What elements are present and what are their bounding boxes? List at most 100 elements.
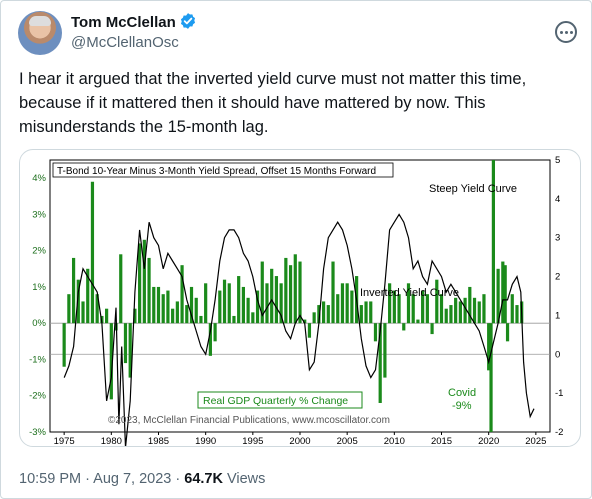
x-tick-label: 2005 — [337, 436, 358, 446]
gdp-bar — [411, 294, 415, 324]
gdp-bar — [430, 323, 434, 335]
x-tick-label: 1975 — [54, 436, 75, 446]
left-tick-label: -1% — [29, 354, 46, 365]
gdp-bar — [496, 268, 500, 324]
gdp-bar — [180, 265, 184, 324]
gdp-bar — [123, 323, 128, 364]
gdp-bar — [237, 276, 241, 324]
x-tick-label: 1980 — [101, 436, 122, 446]
x-tick-label: 2020 — [478, 436, 499, 446]
more-options-icon[interactable] — [555, 21, 577, 43]
gdp-bar — [246, 297, 250, 324]
gdp-bar — [147, 257, 151, 324]
gdp-bar — [378, 323, 382, 403]
gdp-bar — [265, 283, 269, 324]
gdp-bar — [62, 323, 66, 367]
gdp-bar — [161, 294, 165, 324]
gdp-label: Real GDP Quarterly % Change — [203, 395, 348, 407]
gdp-bar — [189, 286, 194, 324]
gdp-bar — [477, 301, 481, 324]
gdp-bar — [369, 301, 373, 324]
x-tick-label: 2010 — [384, 436, 405, 446]
gdp-bar — [232, 315, 236, 324]
gdp-bar — [138, 243, 142, 324]
gdp-bar — [487, 323, 491, 371]
gdp-bar — [227, 283, 231, 324]
gdp-bar — [406, 283, 411, 324]
gdp-bar — [435, 279, 439, 324]
gdp-bar — [307, 323, 312, 338]
gdp-label-box — [197, 391, 363, 409]
gdp-bar — [359, 305, 363, 324]
gdp-bar — [213, 323, 217, 342]
annotation-steep: Steep Yield Curve — [429, 183, 517, 195]
gdp-bar — [331, 261, 335, 324]
gdp-bar — [293, 254, 297, 324]
gdp-bar — [425, 294, 429, 324]
right-tick-label: 2 — [555, 272, 560, 283]
gdp-bar — [491, 160, 495, 324]
gdp-bar — [270, 268, 274, 324]
right-tick-label: 1 — [555, 310, 560, 321]
gdp-bar — [345, 283, 349, 324]
yield-curve-chart: 1975 1980 1985 1990 1995 2000 2005 2010 2015 2020… — [29, 155, 563, 446]
gdp-bar — [482, 294, 486, 324]
x-tick-label: 1990 — [195, 436, 216, 446]
right-tick-label: 0 — [555, 349, 560, 360]
left-tick-label: 1% — [32, 282, 46, 293]
gdp-bar — [288, 265, 293, 324]
gdp-bar — [279, 283, 283, 324]
right-tick-label: -1 — [555, 388, 563, 399]
gdp-bar — [336, 294, 340, 324]
timestamp[interactable]: 10:59 PM · Aug 7, 2023 · — [19, 471, 185, 487]
avatar-hair — [29, 16, 51, 26]
gdp-bar — [284, 257, 288, 324]
tweet-footer: 10:59 PM · Aug 7, 2023 · 64.7K Views — [19, 471, 265, 487]
gdp-bar — [255, 290, 260, 324]
gdp-bar — [489, 323, 493, 432]
gdp-bar — [133, 308, 137, 324]
covid-value: -9% — [452, 400, 472, 412]
gdp-bar — [416, 319, 420, 324]
avatar[interactable] — [18, 11, 62, 55]
gdp-bar — [298, 261, 302, 324]
gdp-bar — [340, 283, 345, 324]
gdp-bar — [364, 301, 368, 324]
gdp-bar — [463, 297, 467, 324]
gdp-bar — [468, 286, 472, 324]
copyright: ©2023, McClellan Financial Publications,… — [108, 415, 390, 426]
gdp-bar — [388, 283, 392, 324]
gdp-bar — [326, 305, 330, 324]
verified-badge-icon — [180, 13, 196, 29]
gdp-bar — [166, 290, 170, 324]
chart-image[interactable]: 1975 1980 1985 1990 1995 2000 2005 2010 2015 2020… — [19, 149, 581, 447]
dot — [560, 31, 563, 34]
gdp-bar — [449, 305, 453, 324]
x-tick-label: 2025 — [525, 436, 546, 446]
title-box — [52, 162, 394, 178]
gdp-bar — [392, 290, 396, 324]
gdp-bar — [222, 279, 227, 324]
author-handle[interactable]: @McClellanOsc — [71, 34, 179, 51]
gdp-bar — [67, 294, 71, 324]
author-name[interactable]: Tom McClellan — [71, 14, 176, 31]
gdp-bar — [397, 294, 401, 324]
gdp-bar — [383, 323, 387, 378]
gdp-bar — [515, 305, 519, 324]
gdp-bar — [156, 286, 161, 324]
gdp-bar — [321, 301, 326, 324]
gdp-bar — [444, 308, 448, 324]
gdp-bar — [402, 323, 406, 331]
gdp-bar — [142, 239, 146, 324]
gdp-bar — [472, 297, 477, 324]
gdp-bar — [241, 286, 245, 324]
annotation-inverted: Inverted Yield Curve — [360, 287, 459, 299]
gdp-bar — [501, 261, 505, 324]
gdp-bar — [373, 323, 378, 342]
x-tick-label: 1985 — [148, 436, 169, 446]
gdp-bar — [175, 301, 179, 324]
tweet-text: I hear it argued that the inverted yield… — [19, 67, 579, 139]
gdp-bar — [71, 257, 76, 324]
gdp-bar — [109, 323, 113, 400]
